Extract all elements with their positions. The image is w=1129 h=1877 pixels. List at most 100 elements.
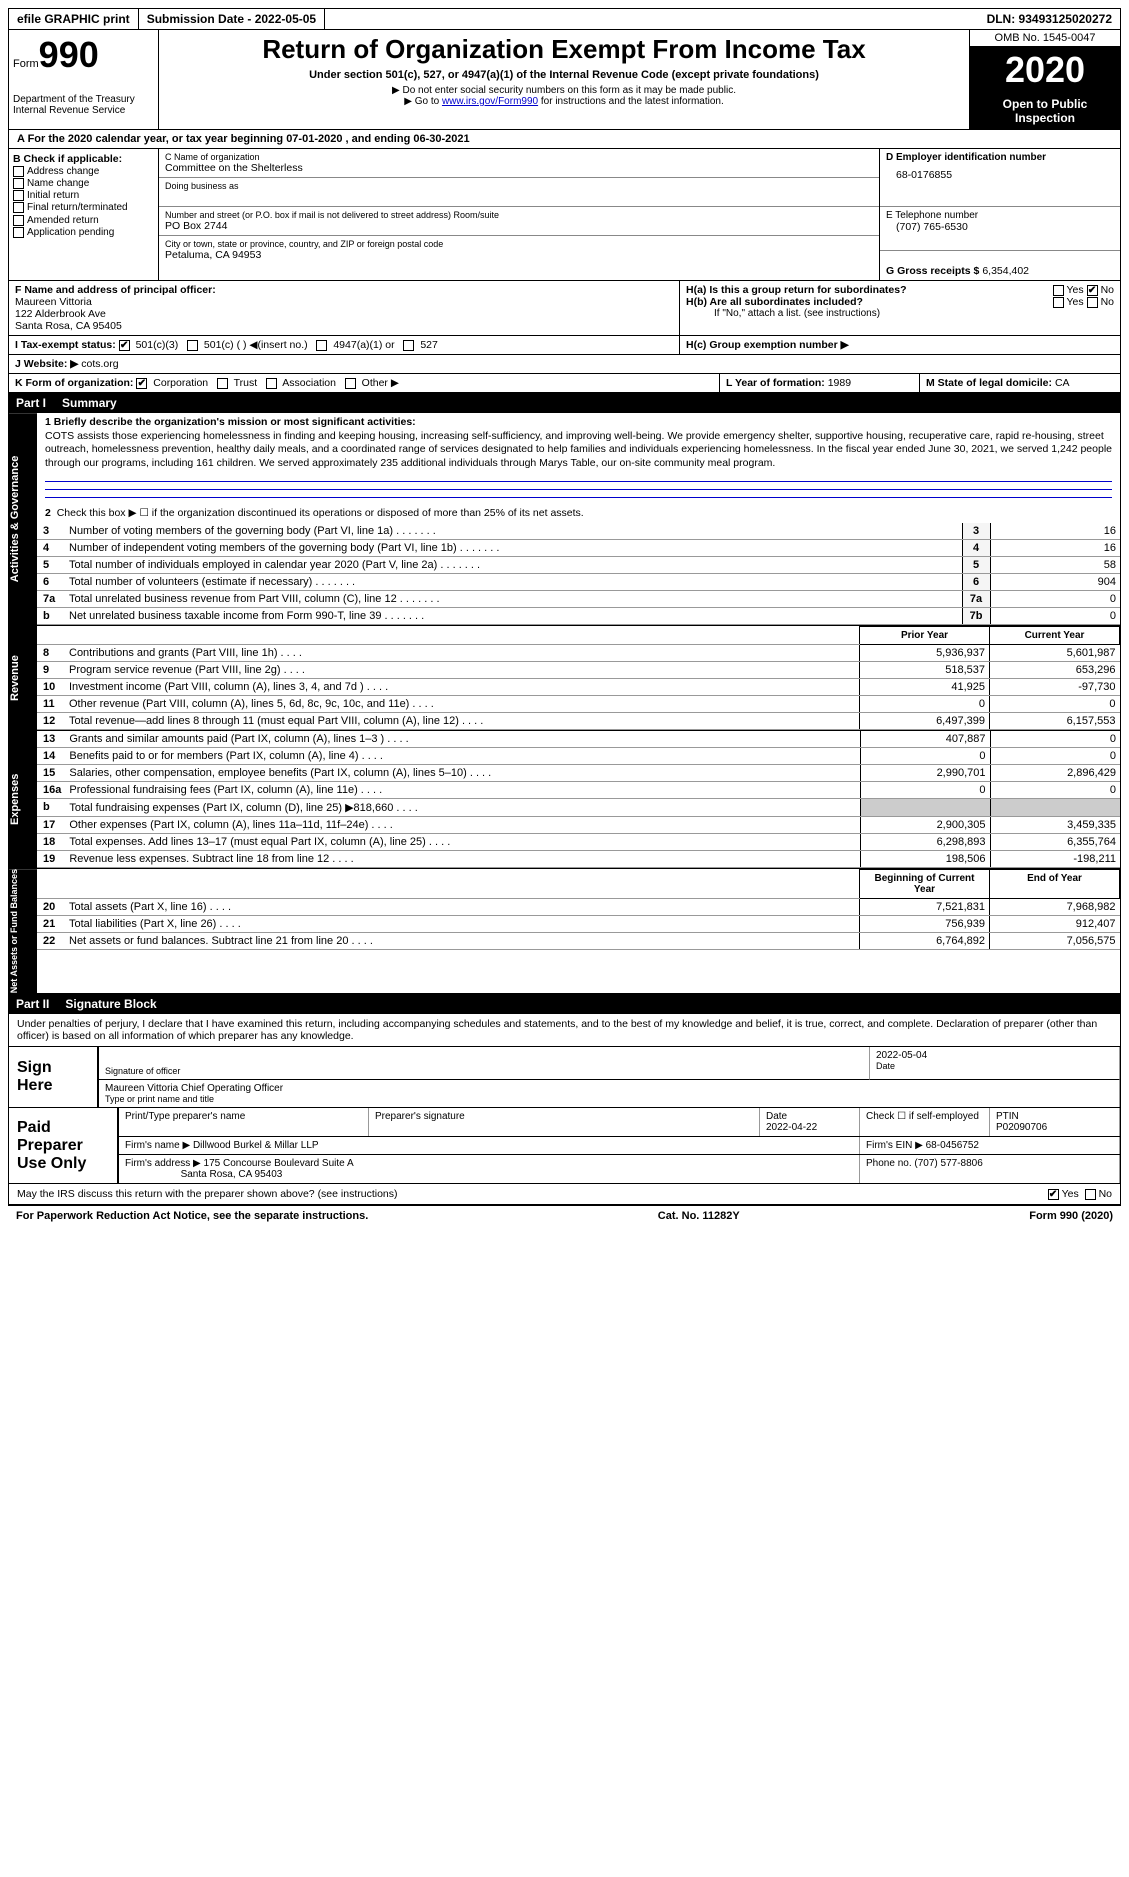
- i-4947-check[interactable]: [316, 340, 327, 351]
- k-other-check[interactable]: [345, 378, 356, 389]
- net-section: Net Assets or Fund Balances Beginning of…: [8, 869, 1121, 994]
- officer-name: Maureen Vittoria: [15, 296, 673, 308]
- phone-value: (707) 765-6530: [886, 221, 1114, 233]
- ha-yes-check[interactable]: [1053, 285, 1064, 296]
- prior-year-hdr: Prior Year: [860, 627, 990, 645]
- irs-label: Internal Revenue Service: [13, 105, 154, 116]
- summary-line: 5Total number of individuals employed in…: [37, 557, 1120, 574]
- rule-line: [45, 480, 1112, 482]
- no-label: No: [1101, 284, 1114, 296]
- form-word: Form: [13, 58, 39, 70]
- net-hdr: Beginning of Current YearEnd of Year: [37, 870, 1120, 899]
- firm-name-label: Firm's name ▶: [125, 1140, 190, 1151]
- b-check[interactable]: [13, 190, 24, 201]
- type-print-label: Type or print name and title: [105, 1094, 1113, 1104]
- firm-ein-label: Firm's EIN ▶: [866, 1140, 923, 1151]
- firm-name: Dillwood Burkel & Millar LLP: [193, 1140, 319, 1151]
- summary-line: 10Investment income (Part VIII, column (…: [37, 679, 1120, 696]
- k-assoc: Association: [282, 377, 336, 389]
- ptin-value: P02090706: [996, 1122, 1047, 1133]
- form-header: Form990 Department of the Treasury Inter…: [8, 30, 1121, 130]
- prep-date: 2022-04-22: [766, 1122, 817, 1133]
- summary-line: 12Total revenue—add lines 8 through 11 (…: [37, 713, 1120, 730]
- city-label: City or town, state or province, country…: [165, 239, 873, 249]
- two-col-header: Prior YearCurrent Year: [37, 627, 1120, 645]
- domicile: CA: [1055, 377, 1070, 389]
- b-check[interactable]: [13, 166, 24, 177]
- dln: DLN: 93493125020272: [979, 9, 1120, 29]
- no-label2: No: [1101, 296, 1114, 308]
- ssn-note: ▶ Do not enter social security numbers o…: [167, 85, 961, 96]
- prep-name-label: Print/Type preparer's name: [119, 1108, 369, 1136]
- side-activities: Activities & Governance: [9, 413, 37, 625]
- hb-no-check[interactable]: [1087, 297, 1098, 308]
- k-trust-check[interactable]: [217, 378, 228, 389]
- hb-yes-check[interactable]: [1053, 297, 1064, 308]
- b-check[interactable]: [13, 202, 24, 213]
- goto-post: for instructions and the latest informat…: [538, 96, 724, 107]
- summary-line: bTotal fundraising expenses (Part IX, co…: [37, 799, 1120, 817]
- phone-label: E Telephone number: [886, 210, 1114, 221]
- summary-line: 3Number of voting members of the governi…: [37, 523, 1120, 540]
- b-option: Name change: [13, 178, 154, 189]
- cat-no: Cat. No. 11282Y: [658, 1210, 740, 1222]
- i-527-check[interactable]: [403, 340, 414, 351]
- omb-number: OMB No. 1545-0047: [970, 30, 1120, 47]
- paid-prep-label: Paid Preparer Use Only: [9, 1108, 119, 1183]
- summary-line: 15Salaries, other compensation, employee…: [37, 765, 1120, 782]
- b-option: Address change: [13, 166, 154, 177]
- rule-line: [45, 496, 1112, 498]
- prep-date-label: Date: [766, 1111, 787, 1122]
- i-label: I Tax-exempt status:: [15, 339, 116, 351]
- side-revenue: Revenue: [9, 626, 37, 730]
- sig-date: 2022-05-04: [876, 1050, 1113, 1061]
- dept-treasury: Department of the Treasury: [13, 94, 154, 105]
- b-check[interactable]: [13, 227, 24, 238]
- officer-addr1: 122 Alderbrook Ave: [15, 308, 673, 320]
- discuss-no-check[interactable]: [1085, 1189, 1096, 1200]
- rule-line: [45, 488, 1112, 490]
- discuss-yes-check[interactable]: [1048, 1189, 1059, 1200]
- summary-line: 6Total number of volunteers (estimate if…: [37, 574, 1120, 591]
- end-year-hdr: End of Year: [990, 870, 1120, 899]
- f-label: F Name and address of principal officer:: [15, 284, 216, 296]
- firm-addr1: 175 Concourse Boulevard Suite A: [204, 1158, 354, 1169]
- part2-title: Signature Block: [65, 997, 156, 1011]
- b-option: Application pending: [13, 227, 154, 238]
- discuss-text: May the IRS discuss this return with the…: [17, 1188, 398, 1200]
- k-trust: Trust: [234, 377, 258, 389]
- ha-no-check[interactable]: [1087, 285, 1098, 296]
- mission-label: 1 Briefly describe the organization's mi…: [45, 416, 416, 428]
- firm-ein: 68-0456752: [926, 1140, 979, 1151]
- tax-year-line: A For the 2020 calendar year, or tax yea…: [8, 130, 1121, 149]
- mission-text: COTS assists those experiencing homeless…: [45, 430, 1112, 469]
- hb-label: H(b) Are all subordinates included?: [686, 296, 863, 308]
- i-501c: 501(c) ( ) ◀(insert no.): [204, 339, 308, 351]
- firm-phone-label: Phone no.: [866, 1158, 912, 1169]
- k-corp-check[interactable]: [136, 378, 147, 389]
- activities-section: Activities & Governance 1 Briefly descri…: [8, 413, 1121, 626]
- part2-num: Part II: [16, 997, 49, 1011]
- sign-here-label: Sign Here: [9, 1047, 99, 1107]
- org-name: Committee on the Shelterless: [165, 162, 873, 174]
- b-check[interactable]: [13, 178, 24, 189]
- top-bar: efile GRAPHIC print Submission Date - 20…: [8, 8, 1121, 30]
- goto-note: ▶ Go to www.irs.gov/Form990 for instruct…: [167, 96, 961, 107]
- k-assoc-check[interactable]: [266, 378, 277, 389]
- side-expenses: Expenses: [9, 731, 37, 868]
- signature-block: Under penalties of perjury, I declare th…: [8, 1014, 1121, 1205]
- b-check[interactable]: [13, 215, 24, 226]
- date-label: Date: [876, 1061, 1113, 1071]
- penalties-text: Under penalties of perjury, I declare th…: [9, 1014, 1120, 1047]
- summary-line: 11Other revenue (Part VIII, column (A), …: [37, 696, 1120, 713]
- b-option: Amended return: [13, 215, 154, 226]
- footer: For Paperwork Reduction Act Notice, see …: [8, 1205, 1121, 1226]
- firm-phone: (707) 577-8806: [914, 1158, 982, 1169]
- irs-link[interactable]: www.irs.gov/Form990: [442, 96, 538, 107]
- i-527: 527: [420, 339, 438, 351]
- officer-addr2: Santa Rosa, CA 95405: [15, 320, 673, 332]
- i-501c-check[interactable]: [187, 340, 198, 351]
- i-501c3: 501(c)(3): [136, 339, 179, 351]
- i-501c3-check[interactable]: [119, 340, 130, 351]
- l-label: L Year of formation:: [726, 377, 825, 389]
